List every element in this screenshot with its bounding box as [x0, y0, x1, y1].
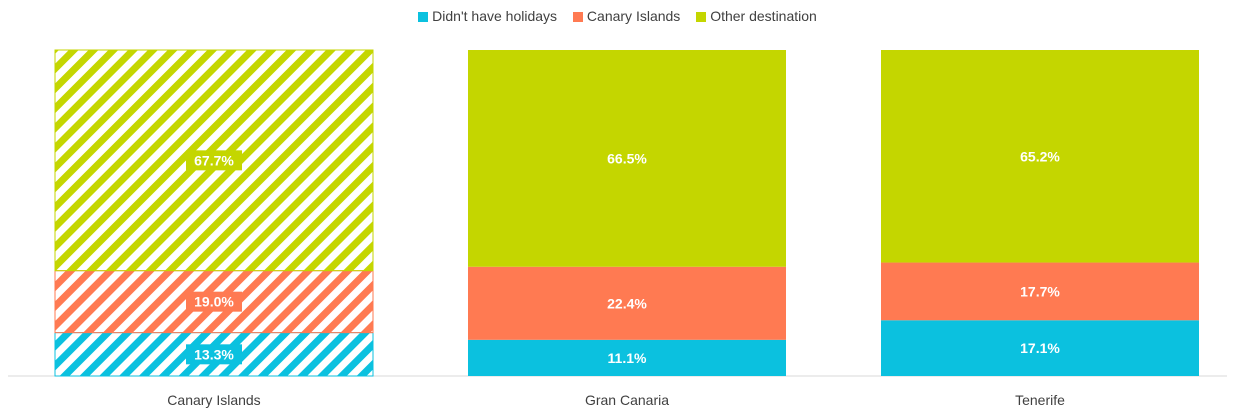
legend-swatch-didnt-have-holidays: [418, 12, 429, 22]
x-tick-label-canary-islands: Canary Islands: [167, 392, 260, 408]
bar-segment-tenerife-didn-t-have-holidays: [881, 320, 1199, 376]
legend-swatch-canary-islands: [572, 12, 583, 22]
legend-label-didnt-have-holidays: Didn't have holidays: [432, 8, 558, 24]
data-label-bg-canary-islands-didn-t-have-holidays: [186, 344, 242, 365]
x-tick-label-gran-canaria: Gran Canaria: [585, 392, 669, 408]
chart-legend: Didn't have holidays Canary Islands Othe…: [0, 8, 1235, 24]
bars-group: 13.3% 19.0% 67.7% 11.1% 22.4% 66.5% 17.1% 17.7%…: [54, 49, 1199, 377]
bar-segment-gran-canaria-canary-islands: [468, 266, 786, 340]
data-label-gran-canaria-other-destination: 66.5%: [607, 150, 647, 166]
data-label-canary-islands-canary-islands: 19.0%: [194, 294, 234, 310]
bar-segment-gran-canaria-other-destination: [468, 50, 786, 267]
legend-label-canary-islands: Canary Islands: [586, 8, 681, 24]
x-tick-labels: Canary Islands Gran Canaria Tenerife: [167, 392, 1065, 408]
data-label-tenerife-canary-islands: 17.7%: [1020, 283, 1060, 299]
data-label-gran-canaria-canary-islands: 22.4%: [607, 295, 647, 311]
legend-item-canary-islands: Canary Islands: [572, 8, 681, 24]
legend-swatch-other-destination: [696, 12, 707, 22]
bar-segment-gran-canaria-didn-t-have-holidays: [468, 339, 786, 376]
legend-item-other-destination: Other destination: [696, 8, 817, 24]
data-label-canary-islands-didn-t-have-holidays: 13.3%: [194, 346, 234, 362]
data-label-gran-canaria-didn-t-have-holidays: 11.1%: [608, 350, 647, 366]
legend-label-other-destination: Other destination: [710, 8, 817, 24]
data-label-canary-islands-other-destination: 67.7%: [194, 152, 234, 168]
legend-item-didnt-have-holidays: Didn't have holidays: [418, 8, 557, 24]
data-label-tenerife-other-destination: 65.2%: [1020, 148, 1060, 164]
bar-segment-tenerife-other-destination: [881, 50, 1199, 263]
data-label-bg-canary-islands-other-destination: [186, 150, 242, 171]
bar-segment-tenerife-canary-islands: [881, 262, 1199, 321]
x-tick-label-tenerife: Tenerife: [1015, 392, 1065, 408]
data-label-tenerife-didn-t-have-holidays: 17.1%: [1020, 340, 1060, 356]
data-label-bg-canary-islands-canary-islands: [186, 291, 242, 312]
